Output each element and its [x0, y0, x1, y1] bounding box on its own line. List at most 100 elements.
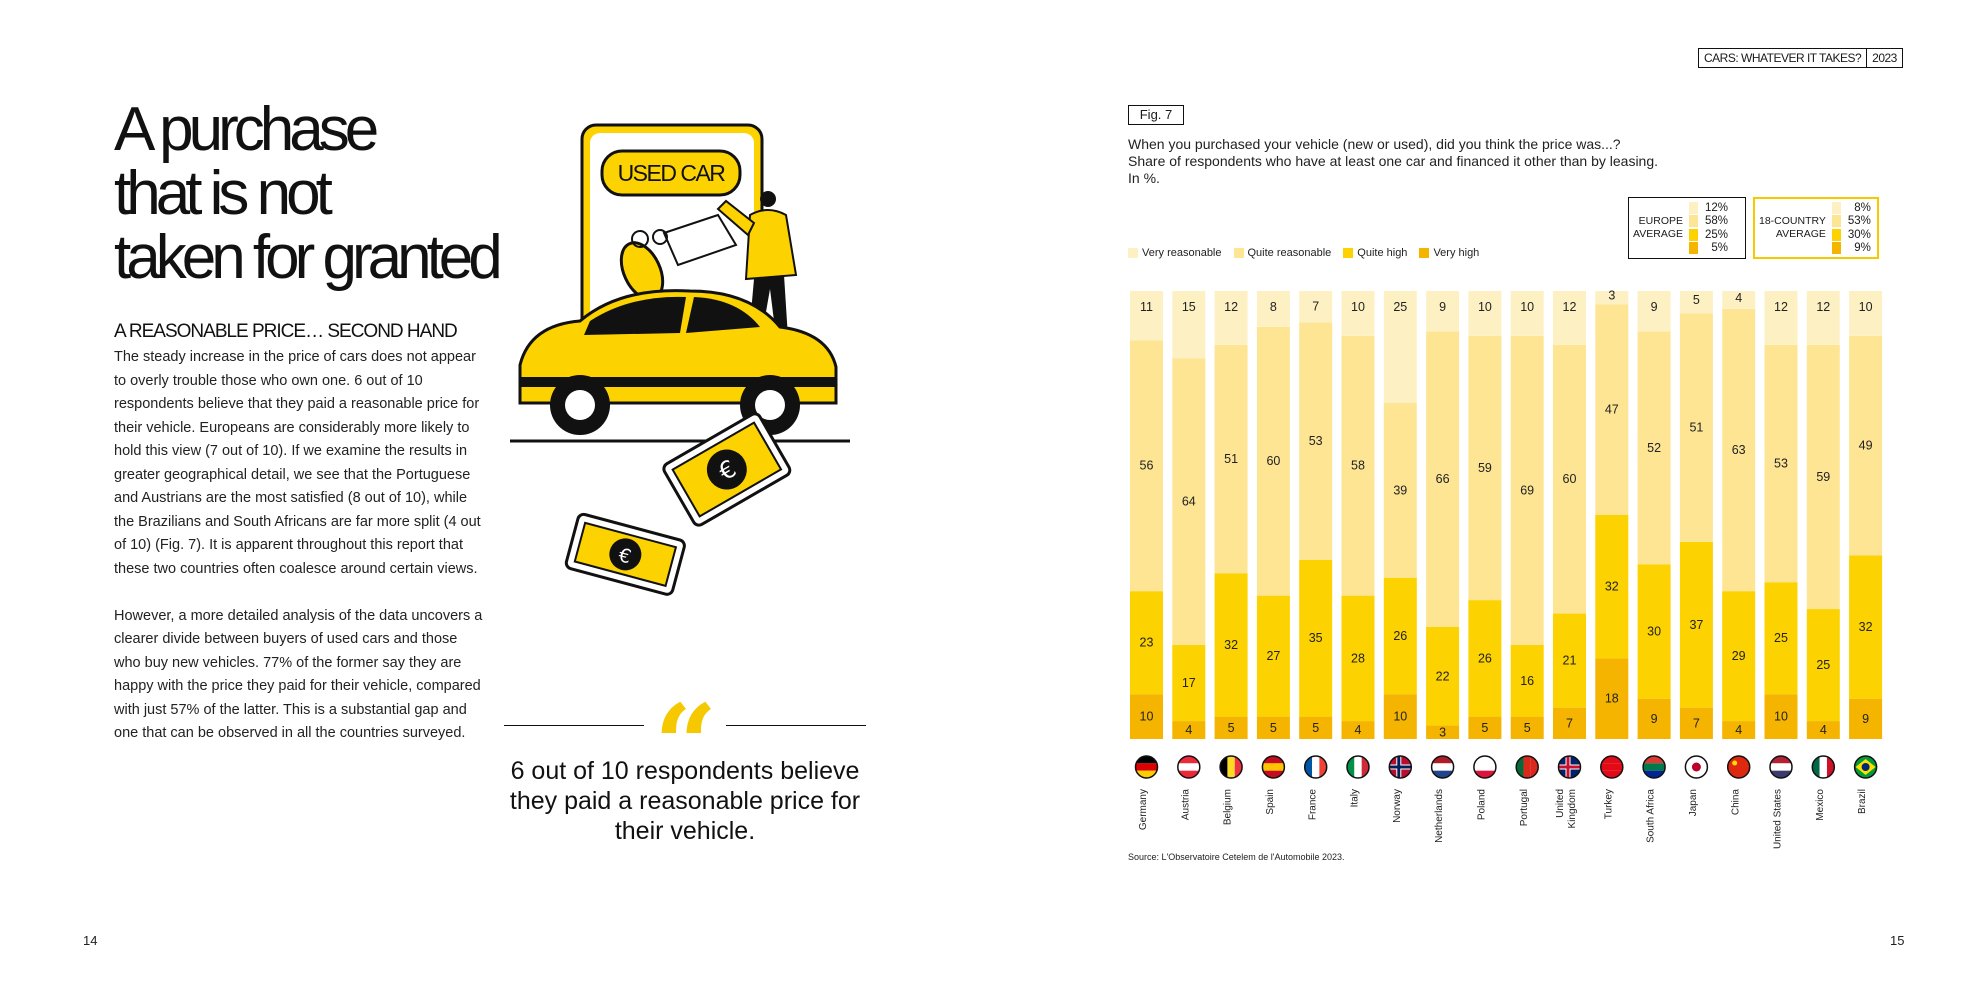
- bar-segment-very-high: [1383, 694, 1417, 739]
- page-number-right: 15: [1890, 933, 1905, 948]
- report-year: 2023: [1866, 49, 1902, 67]
- spain-flag-icon: [1261, 755, 1286, 779]
- data-label: 12: [1816, 300, 1830, 314]
- mexico-flag-icon: [1811, 755, 1836, 779]
- data-label: 5: [1524, 721, 1531, 735]
- tick-label: Germany: [1138, 789, 1149, 830]
- data-label: 9: [1651, 300, 1658, 314]
- tick-label: Japan: [1688, 789, 1699, 816]
- bar-segment-quite-high: [1299, 559, 1333, 717]
- data-label: 59: [1816, 470, 1830, 484]
- data-label: 66: [1436, 472, 1450, 486]
- data-label: 15: [1182, 300, 1196, 314]
- data-label: 7: [1693, 716, 1700, 730]
- europe-average-values: 12% 58% 25% 5%: [1689, 201, 1728, 255]
- data-label: 9: [1439, 300, 1446, 314]
- avg-value: 12%: [1704, 201, 1728, 214]
- bar-segment-very-high: [1722, 721, 1756, 739]
- data-label: 5: [1481, 721, 1488, 735]
- united-kingdom-flag-icon: [1557, 755, 1582, 779]
- south-africa-flag-icon: [1642, 755, 1666, 779]
- belgium-flag-icon: [1219, 755, 1243, 779]
- data-label: 10: [1478, 300, 1492, 314]
- data-label: 10: [1351, 300, 1365, 314]
- data-label: 23: [1140, 636, 1154, 650]
- data-label: 5: [1228, 721, 1235, 735]
- bar-segment-very-reasonable: [1553, 291, 1586, 345]
- country18-average-values: 8% 53% 30% 9%: [1831, 201, 1871, 255]
- avg-label-line: EUROPE: [1638, 215, 1683, 227]
- bar-segment-very-reasonable: [1849, 291, 1883, 336]
- bar-segment-very-reasonable: [1679, 291, 1713, 314]
- chart-unit: In %.: [1128, 170, 1160, 186]
- germany-flag-icon: [1134, 755, 1159, 779]
- chart-legend: Very reasonable Quite reasonable Quite h…: [1128, 247, 1479, 259]
- pull-quote: 6 out of 10 respondents believe they pai…: [509, 757, 861, 845]
- bar-segment-very-high: [1172, 721, 1206, 739]
- data-label: 49: [1859, 439, 1873, 453]
- norway-flag-icon: [1388, 755, 1413, 779]
- data-label: 5: [1312, 721, 1319, 735]
- bar-segment-quite-reasonable: [1637, 331, 1671, 565]
- data-label: 3: [1439, 725, 1446, 739]
- tick-label: Spain: [1265, 789, 1276, 815]
- data-label: 29: [1732, 649, 1746, 663]
- bar-segment-very-reasonable: [1637, 291, 1671, 332]
- bar-segment-quite-reasonable: [1172, 358, 1206, 645]
- avg-value: 5%: [1711, 242, 1728, 255]
- legend-label: Very reasonable: [1142, 247, 1222, 259]
- chart-source: Source: L'Observatoire Cetelem de l'Auto…: [1128, 852, 1345, 862]
- bar-segment-very-high: [1595, 658, 1629, 739]
- japan-flag-icon: [1684, 755, 1709, 779]
- turkey-flag-icon: [1600, 755, 1624, 779]
- tick-label: Italy: [1350, 789, 1361, 807]
- data-label: 22: [1436, 669, 1450, 683]
- quote-mark-icon: “: [654, 680, 718, 809]
- bar-segment-quite-reasonable: [1553, 344, 1586, 614]
- legend-item: Quite reasonable: [1233, 247, 1332, 259]
- avg-value: 9%: [1854, 242, 1871, 255]
- data-label: 32: [1605, 580, 1619, 594]
- country18-average-label: 18-COUNTRY AVERAGE: [1759, 215, 1826, 241]
- bar-segment-quite-reasonable: [1383, 403, 1417, 578]
- data-label: 5: [1270, 721, 1277, 735]
- bar-segment-very-high: [1426, 725, 1460, 739]
- legend-label: Quite reasonable: [1247, 247, 1332, 259]
- bar-segment-very-high: [1510, 716, 1544, 739]
- data-label: 21: [1563, 654, 1577, 668]
- bar-segment-quite-reasonable: [1426, 331, 1460, 627]
- report-tag: CARS: WHATEVER IT TAKES? 2023: [1698, 48, 1903, 68]
- data-label: 39: [1393, 483, 1407, 497]
- bar-segment-very-high: [1130, 694, 1163, 739]
- bar-segment-quite-reasonable: [1510, 335, 1544, 645]
- data-label: 30: [1647, 624, 1661, 638]
- bar-segment-quite-high: [1468, 600, 1502, 717]
- data-label: 60: [1563, 472, 1577, 486]
- used-car-illustration: USED CAR € €: [510, 123, 850, 596]
- tick-label: Portugal: [1519, 789, 1530, 826]
- bar-segment-quite-reasonable: [1299, 322, 1333, 560]
- bar-segment-very-high: [1849, 698, 1883, 739]
- quote-divider-right: [726, 725, 866, 726]
- data-label: 47: [1605, 403, 1619, 417]
- data-label: 4: [1185, 723, 1192, 737]
- tick-label: Brazil: [1857, 789, 1868, 814]
- data-label: 10: [1774, 710, 1788, 724]
- data-label: 27: [1266, 649, 1280, 663]
- bar-segment-very-reasonable: [1256, 291, 1290, 327]
- data-label: 7: [1312, 300, 1319, 314]
- avg-label-line: AVERAGE: [1775, 228, 1826, 240]
- data-label: 51: [1224, 452, 1238, 466]
- avg-label-line: AVERAGE: [1633, 228, 1683, 240]
- data-label: 3: [1608, 289, 1615, 303]
- bar-segment-very-reasonable: [1468, 291, 1502, 336]
- bar-segment-quite-high: [1172, 644, 1206, 722]
- data-label: 17: [1182, 676, 1196, 690]
- data-label: 25: [1393, 300, 1407, 314]
- bar-segment-very-high: [1468, 716, 1502, 739]
- headline-line: taken for granted: [114, 223, 503, 292]
- bar-segment-very-reasonable: [1341, 291, 1375, 336]
- bar-segment-very-reasonable: [1426, 291, 1460, 332]
- chart-title: When you purchased your vehicle (new or …: [1128, 136, 1621, 152]
- china-flag-icon: [1726, 755, 1751, 779]
